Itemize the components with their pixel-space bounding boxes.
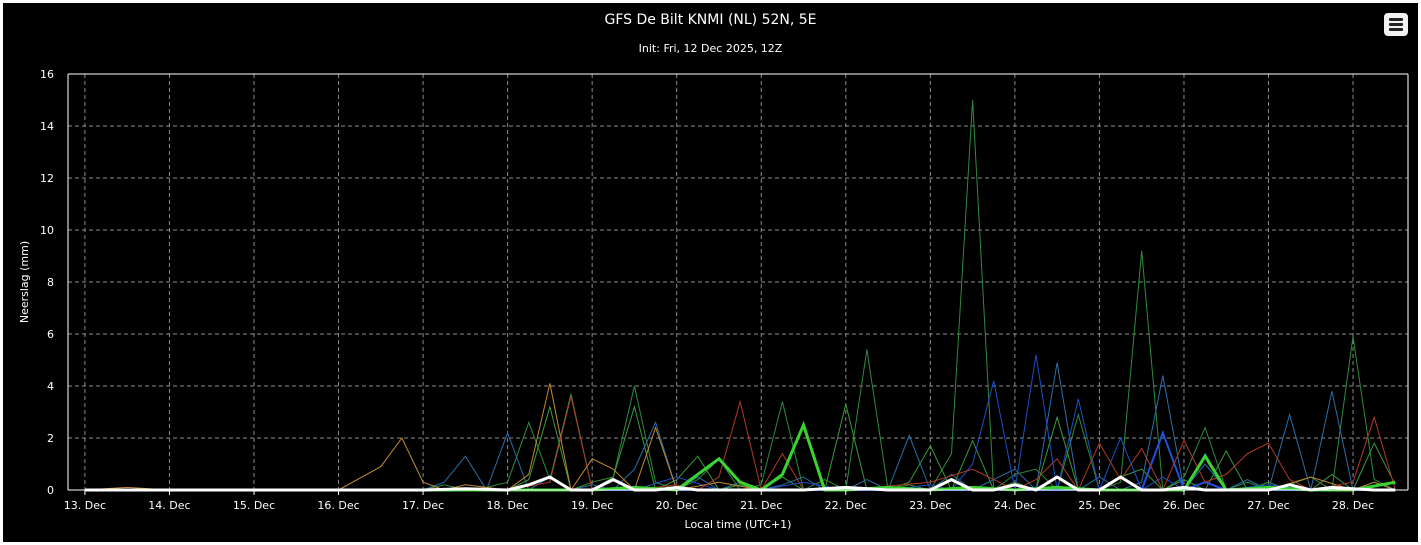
x-tick-label: 18. Dec	[486, 499, 528, 512]
x-tick-label: 15. Dec	[233, 499, 275, 512]
x-tick-label: 21. Dec	[740, 499, 782, 512]
x-tick-label: 23. Dec	[909, 499, 951, 512]
series-line-6	[84, 383, 1396, 492]
x-tick-label: 20. Dec	[656, 499, 698, 512]
y-tick-label: 4	[47, 380, 54, 393]
menu-bar-1	[1389, 18, 1403, 21]
series-line-2	[84, 404, 1396, 492]
grid-lines	[68, 73, 1408, 490]
x-tick-label: 28. Dec	[1332, 499, 1374, 512]
x-tick-label: 27. Dec	[1247, 499, 1289, 512]
x-tick-label: 25. Dec	[1078, 499, 1120, 512]
y-tick-label: 2	[47, 432, 54, 445]
menu-bar-3	[1389, 28, 1403, 31]
y-tick-label: 8	[47, 276, 54, 289]
hamburger-menu-icon[interactable]	[1384, 13, 1408, 36]
y-tick-label: 16	[40, 68, 54, 81]
axes	[67, 73, 1409, 495]
series-line-8	[84, 420, 1396, 492]
tick-labels: 0 2 4 6 8 10 12 14 16 13. Dec 14. Dec 15. Dec 16. De…	[40, 68, 1374, 512]
y-tick-label: 14	[40, 120, 54, 133]
x-tick-label: 22. Dec	[825, 499, 867, 512]
y-tick-label: 10	[40, 224, 54, 237]
chart-title: GFS De Bilt KNMI (NL) 52N, 5E	[604, 12, 817, 28]
x-axis-title: Local time (UTC+1)	[685, 518, 792, 531]
x-tick-label: 26. Dec	[1163, 499, 1205, 512]
y-tick-label: 6	[47, 328, 54, 341]
y-tick-label: 12	[40, 172, 54, 185]
plot-series	[84, 99, 1396, 492]
y-tick-label: 0	[47, 484, 54, 497]
x-tick-label: 13. Dec	[64, 499, 106, 512]
series-line-1	[84, 99, 1396, 491]
chart-panel	[3, 3, 1418, 542]
x-tick-label: 17. Dec	[402, 499, 444, 512]
menu-bar-2	[1389, 23, 1403, 26]
chart-subtitle: Init: Fri, 12 Dec 2025, 12Z	[638, 42, 783, 55]
series-line-3	[84, 362, 1396, 492]
x-tick-label: 16. Dec	[317, 499, 359, 512]
x-tick-label: 24. Dec	[994, 499, 1036, 512]
y-axis-title: Neerslag (mm)	[18, 241, 31, 323]
x-tick-label: 14. Dec	[148, 499, 190, 512]
x-tick-label: 19. Dec	[571, 499, 613, 512]
